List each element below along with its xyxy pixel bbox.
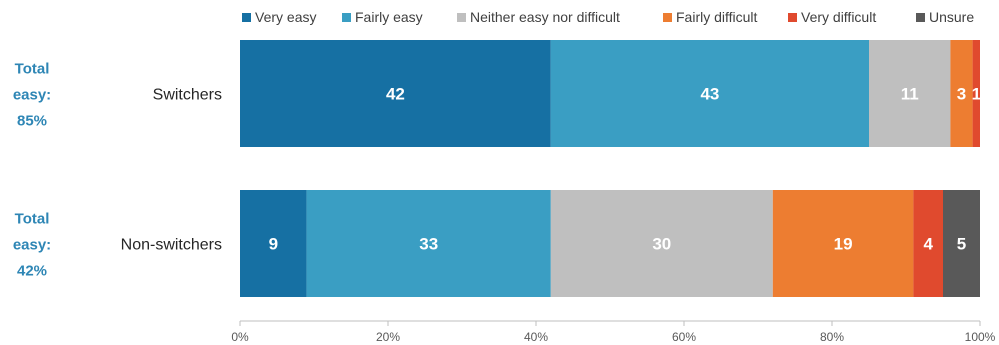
- x-tick-label-3: 60%: [672, 330, 696, 344]
- x-tick-label-0: 0%: [231, 330, 249, 344]
- bar-label-non-switchers-neither-easy-nor-difficult: 30: [652, 235, 671, 254]
- category-label-switchers: Switchers: [153, 87, 222, 104]
- legend-swatch-neither-easy-nor-difficult: [457, 13, 466, 22]
- total-annotation-switchers-line-2: 85%: [17, 113, 47, 130]
- bar-label-non-switchers-fairly-difficult: 19: [834, 235, 853, 254]
- legend-swatch-very-difficult: [788, 13, 797, 22]
- legend-swatch-very-easy: [242, 13, 251, 22]
- total-annotation-non-switchers-line-2: 42%: [17, 263, 47, 280]
- bars: 42 43 11 3 19 33 30 19 4 5: [240, 40, 981, 297]
- bar-non-switchers-unsure: [943, 190, 980, 297]
- bar-switchers-fairly-easy: [550, 40, 869, 147]
- bar-label-switchers-fairly-difficult: 3: [957, 85, 966, 104]
- legend: Very easy Fairly easy Neither easy nor dif…: [242, 9, 974, 25]
- total-annotation-non-switchers-line-0: Total: [15, 211, 50, 228]
- total-annotation-switchers-line-0: Total: [15, 61, 50, 78]
- bar-label-switchers-very-easy: 42: [386, 85, 405, 104]
- x-tick-label-1: 20%: [376, 330, 400, 344]
- bar-label-switchers-very-difficult: 1: [972, 85, 981, 104]
- legend-label-fairly-easy: Fairly easy: [355, 9, 423, 25]
- total-annotation-switchers-line-1: easy:: [13, 87, 51, 104]
- legend-label-fairly-difficult: Fairly difficult: [676, 9, 758, 25]
- legend-label-very-easy: Very easy: [255, 9, 316, 25]
- x-tick-label-5: 100%: [965, 330, 996, 344]
- total-annotations: Total easy: 85% Total easy: 42%: [13, 61, 51, 280]
- bar-switchers-very-easy: [240, 40, 551, 147]
- bar-non-switchers-neither-easy-nor-difficult: [550, 190, 773, 297]
- bar-switchers-very-difficult: [972, 40, 980, 147]
- x-tick-label-2: 40%: [524, 330, 548, 344]
- bar-switchers-neither-easy-nor-difficult: [869, 40, 951, 147]
- category-labels: Switchers Non-switchers: [121, 87, 222, 254]
- category-label-non-switchers: Non-switchers: [121, 237, 222, 254]
- bar-label-switchers-fairly-easy: 43: [700, 85, 719, 104]
- bar-non-switchers-fairly-easy: [306, 190, 551, 297]
- bar-switchers-fairly-difficult: [950, 40, 973, 147]
- legend-swatch-fairly-easy: [342, 13, 351, 22]
- bar-label-non-switchers-very-difficult: 4: [923, 235, 933, 254]
- x-axis: 0% 20% 40% 60% 80% 100%: [231, 320, 996, 344]
- bar-non-switchers-very-difficult: [913, 190, 943, 297]
- bar-label-non-switchers-fairly-easy: 33: [419, 235, 438, 254]
- legend-swatch-unsure: [916, 13, 925, 22]
- bar-label-non-switchers-unsure: 5: [957, 235, 966, 254]
- legend-label-neither-easy-nor-difficult: Neither easy nor difficult: [470, 9, 620, 25]
- x-tick-label-4: 80%: [820, 330, 844, 344]
- total-annotation-non-switchers-line-1: easy:: [13, 237, 51, 254]
- legend-label-unsure: Unsure: [929, 9, 974, 25]
- legend-label-very-difficult: Very difficult: [801, 9, 876, 25]
- bar-non-switchers-fairly-difficult: [772, 190, 914, 297]
- bar-label-non-switchers-very-easy: 9: [269, 235, 278, 254]
- bar-non-switchers-very-easy: [240, 190, 307, 297]
- legend-swatch-fairly-difficult: [663, 13, 672, 22]
- bar-label-switchers-neither-easy-nor-difficult: 11: [901, 85, 919, 104]
